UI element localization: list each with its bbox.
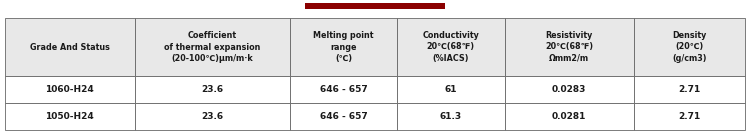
Text: Grade And Status: Grade And Status	[30, 43, 109, 51]
Bar	[398, 76, 505, 103]
Bar	[134, 18, 290, 76]
Bar	[290, 18, 398, 76]
Text: 23.6: 23.6	[201, 112, 223, 121]
Text: Density
(20℃)
(g/cm3): Density (20℃) (g/cm3)	[672, 31, 706, 63]
Text: 646 - 657: 646 - 657	[320, 112, 368, 121]
Text: Melting point
range
(℃): Melting point range (℃)	[314, 31, 374, 63]
Text: 61: 61	[445, 85, 457, 94]
Bar	[398, 18, 505, 76]
Bar	[398, 103, 505, 130]
Text: Resistivity
20℃(68℉)
Ωmm2/m: Resistivity 20℃(68℉) Ωmm2/m	[545, 31, 593, 63]
Text: Coefficient
of thermal expansion
(20-100℃)μm/m·k: Coefficient of thermal expansion (20-100…	[164, 31, 260, 63]
Text: 2.71: 2.71	[678, 85, 700, 94]
Bar	[505, 76, 634, 103]
Bar	[305, 3, 445, 9]
Bar	[5, 103, 134, 130]
Text: 646 - 657: 646 - 657	[320, 85, 368, 94]
Text: 2.71: 2.71	[678, 112, 700, 121]
Text: 1060-H24: 1060-H24	[45, 85, 94, 94]
Text: 23.6: 23.6	[201, 85, 223, 94]
Bar	[134, 76, 290, 103]
Bar	[505, 18, 634, 76]
Bar	[634, 103, 745, 130]
Text: Conductivity
20℃(68℉)
(%IACS): Conductivity 20℃(68℉) (%IACS)	[422, 31, 479, 63]
Bar	[5, 76, 134, 103]
Text: 0.0283: 0.0283	[552, 85, 586, 94]
Bar	[634, 18, 745, 76]
Bar	[290, 76, 398, 103]
Text: 61.3: 61.3	[440, 112, 462, 121]
Bar	[5, 18, 134, 76]
Bar	[505, 103, 634, 130]
Bar	[634, 76, 745, 103]
Text: 0.0281: 0.0281	[552, 112, 586, 121]
Bar	[134, 103, 290, 130]
Text: 1050-H24: 1050-H24	[45, 112, 94, 121]
Bar	[290, 103, 398, 130]
